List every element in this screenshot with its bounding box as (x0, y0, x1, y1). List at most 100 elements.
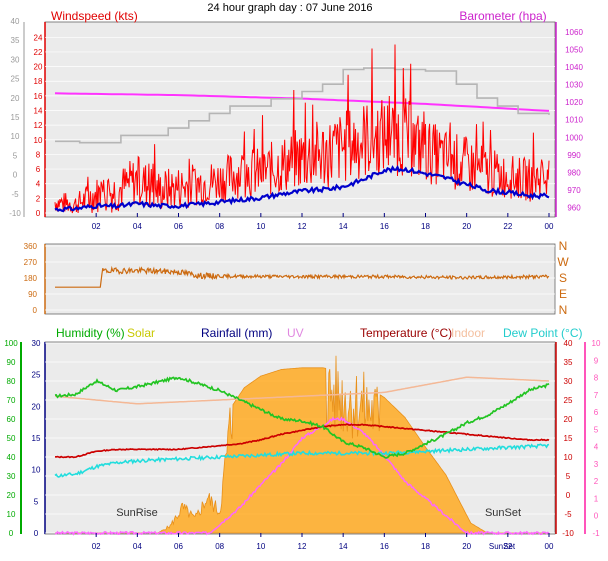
wind-inner-tick: 4 (36, 180, 41, 189)
wind-inner-tick: 2 (36, 194, 41, 203)
dewpoint-label: Dew Point (°C) (503, 326, 582, 340)
temperature-tick: 20 (564, 415, 573, 424)
dewpoint-line (54, 443, 550, 478)
humidity-tick: 70 (7, 396, 16, 405)
uv-tick: 1 (594, 494, 599, 503)
chart-title: 24 hour graph day : 07 June 2016 (207, 2, 372, 14)
wind-left-ticks: -10 -5 0 5 10 15 20 25 30 35 40 (9, 17, 25, 218)
avg-wind-line (54, 165, 550, 213)
temp-x-tick: 00 (545, 542, 554, 551)
humidity-tick: 30 (7, 472, 16, 481)
humidity-tick: 10 (7, 510, 16, 519)
direction-series (55, 265, 550, 288)
wind-x-tick: 14 (339, 222, 348, 231)
wind-left-tick: 40 (11, 17, 20, 26)
wind-inner-tick: 14 (34, 107, 43, 116)
sunset-axis-label: SunSet (489, 542, 516, 551)
wind-grid (45, 36, 555, 214)
temp-x-tick: 20 (462, 542, 471, 551)
baro-tick: 960 (567, 204, 581, 213)
wind-inner-tick: 0 (36, 209, 41, 218)
rainfall-tick: 30 (32, 339, 41, 348)
wind-series (54, 44, 550, 214)
temperature-tick: 40 (564, 339, 573, 348)
wind-inner-tick: 24 (34, 33, 43, 42)
uv-tick: 4 (594, 443, 599, 452)
direction-panel-bg (44, 243, 556, 315)
wind-x-tick: 08 (215, 222, 224, 231)
uv-tick: 8 (594, 374, 599, 383)
barometer-label: Barometer (hpa) (459, 9, 546, 23)
temperature-label: Temperature (°C) (360, 326, 452, 340)
temp-x-tick: 16 (380, 542, 389, 551)
direction-degree-tick: 360 (24, 242, 38, 251)
wind-inner-tick: 20 (34, 63, 43, 72)
temperature-tick: 10 (564, 453, 573, 462)
direction-degree-tick: 270 (24, 258, 38, 267)
uv-tick: 3 (594, 460, 599, 469)
wind-x-tick: 18 (421, 222, 430, 231)
wind-inner-tick: 22 (34, 48, 43, 57)
rainfall-tick: 25 (32, 371, 41, 380)
uv-tick: 10 (592, 339, 601, 348)
wind-left-tick: 15 (11, 113, 20, 122)
baro-tick: 1050 (565, 45, 583, 54)
wind-left-tick: 20 (11, 94, 20, 103)
wind-left-tick: 10 (11, 132, 20, 141)
wind-inner-tick: 8 (36, 150, 41, 159)
sunrise-label: SunRise (116, 507, 158, 519)
gust-max-line (55, 67, 550, 144)
wind-x-tick: 22 (503, 222, 512, 231)
uv-ticks: -1 0 1 2 3 4 5 6 7 8 9 10 (584, 339, 601, 538)
humidity-tick: 80 (7, 377, 16, 386)
direction-compass-label: W (557, 255, 569, 269)
wind-x-tick: 00 (545, 222, 554, 231)
humidity-ticks: 0 10 20 30 40 50 60 70 80 90 100 (4, 339, 22, 538)
temp-x-tick: 14 (339, 542, 348, 551)
baro-tick: 1030 (565, 81, 583, 90)
temp-x-tick: 22 (503, 542, 512, 551)
temperature-tick: 15 (564, 434, 573, 443)
wind-left-tick: -5 (11, 190, 19, 199)
baro-tick: 1040 (565, 63, 583, 72)
baro-tick: 1020 (565, 98, 583, 107)
wind-x-tick: 12 (298, 222, 307, 231)
temp-x-tick: 18 (421, 542, 430, 551)
wind-left-tick: 30 (11, 55, 20, 64)
baro-tick: 970 (567, 186, 581, 195)
uv-tick: 5 (594, 425, 599, 434)
direction-grid (45, 245, 555, 311)
temp-x-ticks: 02 04 06 08 10 12 14 16 18 20 22 00 (92, 533, 554, 551)
humidity-tick: 100 (4, 339, 18, 348)
temp-x-tick: 04 (133, 542, 142, 551)
wind-x-tick: 16 (380, 222, 389, 231)
rainfall-tick: 10 (32, 466, 41, 475)
sunset-label: SunSet (485, 507, 521, 519)
uv-tick: 0 (594, 512, 599, 521)
temp-x-tick: 12 (298, 542, 307, 551)
temperature-tick: 0 (566, 491, 571, 500)
indoor-line (54, 376, 550, 405)
direction-degree-tick: 90 (28, 290, 37, 299)
baro-tick: 1060 (565, 28, 583, 37)
temp-x-tick: 02 (92, 542, 101, 551)
baro-tick: 1000 (565, 133, 583, 142)
uv-tick: 6 (594, 408, 599, 417)
wind-left-tick: 0 (13, 171, 18, 180)
direction-compass-label: N (559, 303, 568, 317)
wind-x-tick: 10 (256, 222, 265, 231)
wind-left-tick: 25 (11, 75, 20, 84)
wind-inner-tick: 18 (34, 77, 43, 86)
wind-inner-tick: 16 (34, 92, 43, 101)
humidity-tick: 60 (7, 415, 16, 424)
wind-x-tick: 02 (92, 222, 101, 231)
temperature-tick: -10 (562, 529, 574, 538)
uv-tick: 2 (594, 477, 599, 486)
wind-left-tick: 5 (13, 151, 18, 160)
solar-label: Solar (127, 326, 155, 340)
direction-compass-label: N (559, 239, 568, 253)
wind-left-tick: 35 (11, 36, 20, 45)
